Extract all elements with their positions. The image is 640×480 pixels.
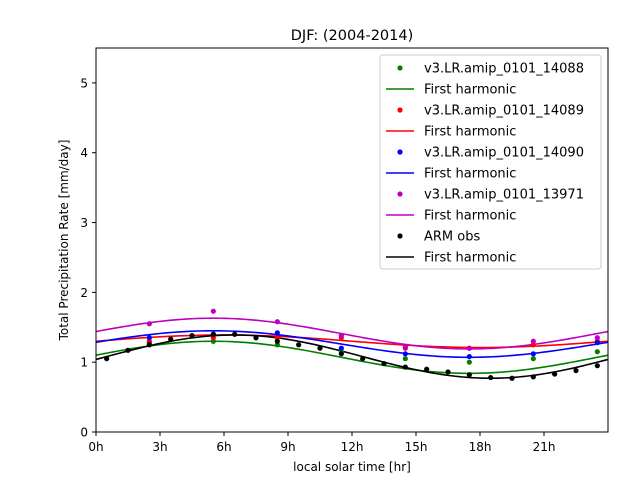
data-point-4-22 xyxy=(573,367,579,374)
chart-title: DJF: (2004-2014) xyxy=(291,28,414,44)
legend-label: v3.LR.amip_0101_14089 xyxy=(424,104,584,119)
data-point-0-6 xyxy=(530,356,536,362)
fit-line-0 xyxy=(95,340,609,375)
data-point-4-5 xyxy=(210,331,216,337)
data-point-2-3 xyxy=(338,345,344,351)
data-point-4-12 xyxy=(360,356,366,362)
x-tick-label: 18h xyxy=(469,440,492,454)
data-point-4-11 xyxy=(338,351,344,357)
legend-label: First harmonic xyxy=(424,83,516,98)
y-tick-label: 2 xyxy=(80,286,88,300)
data-point-4-21 xyxy=(552,371,558,377)
y-tick-label: 4 xyxy=(80,146,88,160)
x-tick-label: 15h xyxy=(405,440,428,454)
data-point-3-3 xyxy=(338,333,344,339)
data-point-4-20 xyxy=(530,374,536,380)
x-tick-label: 12h xyxy=(341,440,364,454)
fit-line-1 xyxy=(95,334,609,349)
data-point-4-10 xyxy=(317,345,323,351)
data-point-4-7 xyxy=(253,335,259,341)
legend-label: First harmonic xyxy=(424,251,516,266)
data-point-4-2 xyxy=(146,342,152,348)
y-tick-label: 5 xyxy=(80,76,88,90)
legend-label: First harmonic xyxy=(424,209,516,224)
data-point-4-19 xyxy=(509,375,515,381)
data-point-2-0 xyxy=(146,335,152,341)
legend-label: v3.LR.amip_0101_14090 xyxy=(424,146,584,161)
y-axis-label: Total Precipitation Rate [mm/day] xyxy=(57,140,71,342)
legend-label: First harmonic xyxy=(424,167,516,182)
data-point-4-16 xyxy=(445,369,451,375)
data-point-4-23 xyxy=(594,363,600,369)
x-tick-label: 0h xyxy=(88,440,103,454)
legend-label: ARM obs xyxy=(424,230,480,245)
data-points xyxy=(104,308,600,381)
data-point-0-5 xyxy=(466,359,472,365)
legend-marker xyxy=(397,233,403,239)
data-point-2-2 xyxy=(274,330,280,336)
data-point-3-2 xyxy=(274,319,280,325)
x-tick-label: 3h xyxy=(152,440,167,454)
fit-line-4 xyxy=(95,334,609,380)
y-axis: 0 1 2 3 4 5 xyxy=(80,76,96,440)
data-point-3-4 xyxy=(402,344,408,350)
data-point-4-13 xyxy=(381,360,387,367)
legend-box xyxy=(379,54,602,270)
data-point-4-9 xyxy=(296,342,302,348)
y-tick-label: 3 xyxy=(80,216,88,230)
data-point-3-7 xyxy=(594,335,600,341)
x-tick-label: 6h xyxy=(216,440,231,454)
data-point-4-0 xyxy=(104,356,110,362)
data-point-3-0 xyxy=(146,321,152,327)
data-point-0-4 xyxy=(402,356,408,362)
x-tick-label: 9h xyxy=(280,440,295,454)
legend-label: v3.LR.amip_0101_14088 xyxy=(424,62,584,77)
data-point-4-3 xyxy=(168,336,174,342)
x-axis: 0h 3h 6h 9h 12h 15h 18h 21h xyxy=(88,432,555,454)
fit-line-2 xyxy=(95,329,609,359)
data-point-4-6 xyxy=(232,331,238,337)
x-tick-label: 21h xyxy=(533,440,556,454)
data-point-4-17 xyxy=(466,372,472,378)
data-point-4-14 xyxy=(402,364,408,370)
y-tick-label: 1 xyxy=(80,356,88,370)
data-point-4-18 xyxy=(488,374,494,381)
legend: v3.LR.amip_0101_14088 First harmonic v3.LR… xyxy=(379,54,602,270)
data-point-2-6 xyxy=(530,351,536,357)
data-point-4-8 xyxy=(274,338,280,344)
legend-marker xyxy=(397,191,403,197)
legend-marker xyxy=(397,149,403,155)
legend-label: v3.LR.amip_0101_13971 xyxy=(424,188,584,203)
data-point-4-4 xyxy=(189,333,195,339)
fit-curves xyxy=(95,317,609,380)
data-point-2-7 xyxy=(594,340,600,346)
data-point-3-1 xyxy=(210,308,216,314)
data-point-4-1 xyxy=(125,347,131,353)
data-point-0-7 xyxy=(594,349,600,355)
legend-marker xyxy=(397,107,403,113)
data-point-2-5 xyxy=(466,353,472,360)
x-axis-label: local solar time [hr] xyxy=(293,460,411,474)
legend-marker xyxy=(397,65,403,71)
data-point-2-4 xyxy=(402,351,408,357)
y-tick-label: 0 xyxy=(80,426,88,440)
data-point-3-6 xyxy=(530,338,536,344)
data-point-4-15 xyxy=(424,366,430,372)
fit-line-3 xyxy=(95,317,609,350)
legend-label: First harmonic xyxy=(424,125,516,140)
data-point-3-5 xyxy=(466,345,472,351)
